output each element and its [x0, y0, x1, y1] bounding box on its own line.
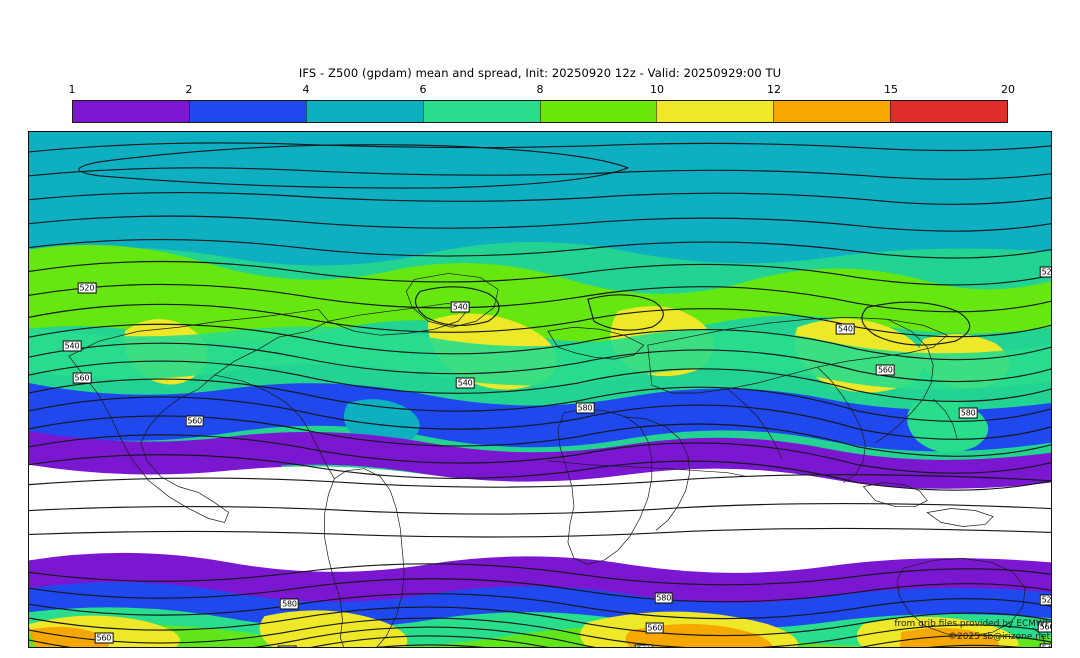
- contour-label-540: 540: [455, 377, 475, 389]
- map-panel: 520 540 540 540 560 540 560 560 580 580 520 580 580 5…: [28, 131, 1052, 648]
- colorbar-segment-4-6: [305, 101, 423, 122]
- chart-title: IFS - Z500 (gpdam) mean and spread, Init…: [298, 66, 782, 80]
- map-canvas: [29, 132, 1051, 647]
- contour-label-560: 560: [94, 632, 114, 644]
- spread-shading: [29, 132, 1051, 647]
- colorbar-tick-4: 4: [302, 83, 310, 96]
- contour-label-520: 520: [1039, 266, 1051, 278]
- colorbar-tick-1: 1: [68, 83, 76, 96]
- colorbar-segment-2-4: [188, 101, 306, 122]
- colorbar-gradient: [72, 100, 1008, 123]
- contour-label-540: 540: [1039, 643, 1051, 647]
- copyright-credit: ©2025 sb@irizone.net: [948, 632, 1050, 642]
- colorbar-tick-12: 12: [767, 83, 781, 96]
- contour-label-520: 520: [77, 282, 97, 294]
- colorbar-tick-15: 15: [884, 83, 898, 96]
- colorbar-segment-12-15: [773, 101, 891, 122]
- contour-label-560: 560: [875, 364, 895, 376]
- contour-label-560: 560: [645, 622, 665, 634]
- contour-label-540: 540: [278, 645, 297, 647]
- colorbar-tick-labels: 1 2 4 6 8 10 12 15 20: [68, 83, 1016, 99]
- height-contours: [29, 142, 1051, 647]
- contour-label-560: 560: [72, 372, 92, 384]
- contour-label-580: 580: [654, 592, 674, 604]
- contour-label-580: 580: [280, 598, 299, 610]
- colorbar-segment-8-10: [539, 101, 657, 122]
- colorbar-tick-2: 2: [185, 83, 193, 96]
- contour-label-540: 540: [62, 340, 82, 352]
- contour-label-540: 540: [634, 644, 654, 647]
- colorbar-tick-6: 6: [419, 83, 427, 96]
- contour-label-580: 580: [575, 402, 595, 414]
- contour-label-580: 580: [958, 407, 978, 419]
- contour-label-560: 560: [1037, 621, 1051, 633]
- colorbar-segment-15-20: [890, 101, 1007, 122]
- colorbar: 1 2 4 6 8 10 12 15 20: [69, 83, 1015, 123]
- colorbar-segment-1-2: [73, 101, 189, 122]
- data-source-credit: from grib files provided by ECMWF: [894, 619, 1050, 629]
- contour-label-520: 520: [1039, 594, 1051, 606]
- colorbar-segment-10-12: [656, 101, 774, 122]
- contour-label-540: 540: [450, 301, 470, 313]
- contour-label-540: 540: [836, 323, 855, 335]
- colorbar-segment-6-8: [422, 101, 540, 122]
- contour-label-560: 560: [185, 415, 205, 427]
- colorbar-tick-20: 20: [1001, 83, 1015, 96]
- colorbar-tick-8: 8: [536, 83, 544, 96]
- colorbar-tick-10: 10: [650, 83, 664, 96]
